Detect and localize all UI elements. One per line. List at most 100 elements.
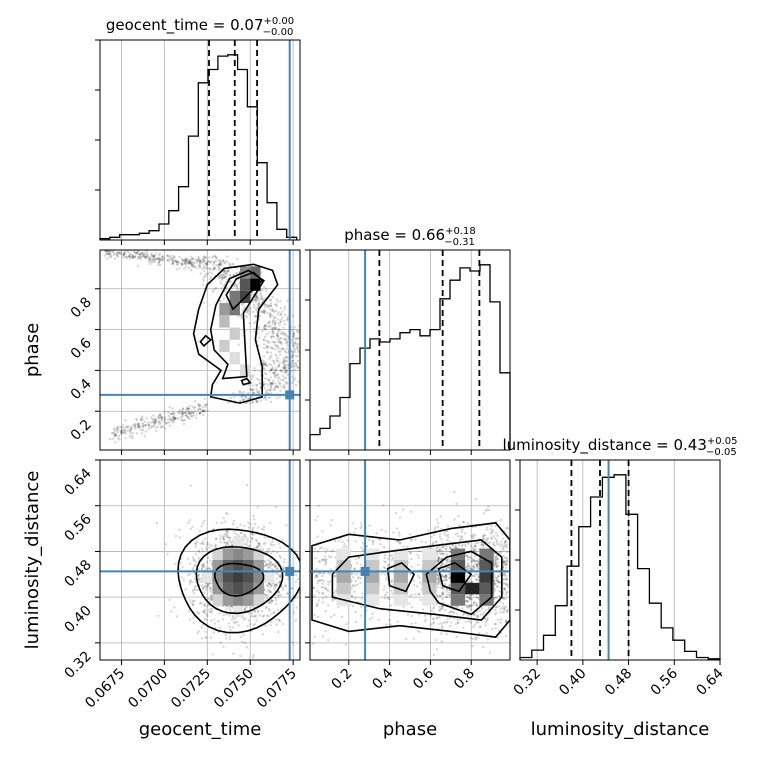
sample-point <box>198 412 201 415</box>
sample-point <box>219 280 222 283</box>
sample-point <box>284 351 288 354</box>
sample-point <box>191 263 194 266</box>
sample-point <box>274 597 277 600</box>
sample-point <box>115 253 119 256</box>
sample-point <box>501 611 505 614</box>
sample-point <box>416 553 419 557</box>
sample-point <box>137 425 140 428</box>
sample-point <box>137 422 140 425</box>
sample-point <box>193 585 197 589</box>
sample-point <box>461 520 465 524</box>
sample-point <box>482 537 485 541</box>
sample-point <box>228 539 231 543</box>
sample-point <box>261 633 265 636</box>
sample-point <box>232 273 235 277</box>
sample-point <box>245 483 249 487</box>
sample-point <box>275 345 278 348</box>
sample-point <box>213 267 216 271</box>
sample-point <box>173 417 176 420</box>
sample-point <box>482 545 485 549</box>
sample-point <box>296 336 299 340</box>
sample-point <box>224 290 227 293</box>
sample-point <box>247 308 250 311</box>
sample-point <box>181 413 184 416</box>
sample-point <box>129 253 133 256</box>
sample-point <box>128 435 131 438</box>
sample-point <box>437 576 440 580</box>
sample-point <box>485 508 489 511</box>
sample-point <box>219 534 222 538</box>
sample-point <box>503 561 506 564</box>
sample-point <box>269 351 272 354</box>
sample-point <box>197 630 200 633</box>
sample-point <box>294 342 297 345</box>
sample-point <box>502 548 505 551</box>
sample-point <box>269 383 272 386</box>
sample-point <box>276 313 279 316</box>
sample-point <box>325 587 328 590</box>
sample-point <box>194 564 197 567</box>
sample-point <box>245 543 248 546</box>
sample-point <box>325 589 329 592</box>
sample-point <box>448 577 451 580</box>
sample-point <box>292 332 296 335</box>
sample-point <box>293 326 297 329</box>
sample-point <box>494 559 497 562</box>
sample-point <box>419 581 422 584</box>
sample-point <box>337 606 340 609</box>
sample-point <box>283 365 286 368</box>
sample-point <box>286 341 289 344</box>
sample-point <box>451 610 455 614</box>
sample-point <box>222 269 226 273</box>
sample-point <box>415 585 419 588</box>
sample-point <box>105 251 109 254</box>
sample-point <box>261 288 264 292</box>
sample-point <box>275 298 279 301</box>
sample-point <box>200 637 204 640</box>
sample-point <box>504 563 508 567</box>
sample-point <box>295 606 298 609</box>
sample-point <box>190 263 193 267</box>
sample-point <box>264 324 267 328</box>
sample-point <box>282 348 285 351</box>
density-cell <box>422 571 437 583</box>
sample-point <box>503 587 506 591</box>
sample-point <box>494 582 497 586</box>
density-cell <box>393 594 408 606</box>
sample-point <box>429 614 433 617</box>
sample-point <box>501 602 505 605</box>
sample-point <box>246 308 249 312</box>
sample-point <box>446 560 449 564</box>
sample-point <box>143 252 146 255</box>
sample-point <box>145 250 148 253</box>
sample-point <box>292 378 296 382</box>
sample-point <box>273 388 277 391</box>
contour-line <box>213 562 265 597</box>
sample-point <box>244 395 248 399</box>
sample-point <box>445 560 448 563</box>
sample-point <box>262 285 266 289</box>
sample-point <box>138 252 142 255</box>
sample-point <box>198 602 202 605</box>
sample-point <box>470 544 473 548</box>
density-cell <box>393 548 408 560</box>
sample-point <box>461 529 464 532</box>
sample-point <box>506 608 509 611</box>
sample-point <box>227 606 231 609</box>
sample-point <box>270 368 273 371</box>
sample-point <box>136 264 140 267</box>
sample-point <box>283 319 286 323</box>
sample-point <box>173 416 177 420</box>
sample-point <box>467 620 471 623</box>
sample-point <box>314 576 317 579</box>
sample-point <box>300 347 302 349</box>
sample-point <box>493 561 496 564</box>
sample-point <box>499 518 502 522</box>
sample-point <box>476 615 480 618</box>
sample-point <box>426 529 430 532</box>
sample-point <box>283 385 286 389</box>
sample-point <box>265 389 268 392</box>
sample-point <box>194 560 197 564</box>
density-cell <box>243 594 254 606</box>
sample-point <box>479 625 482 628</box>
